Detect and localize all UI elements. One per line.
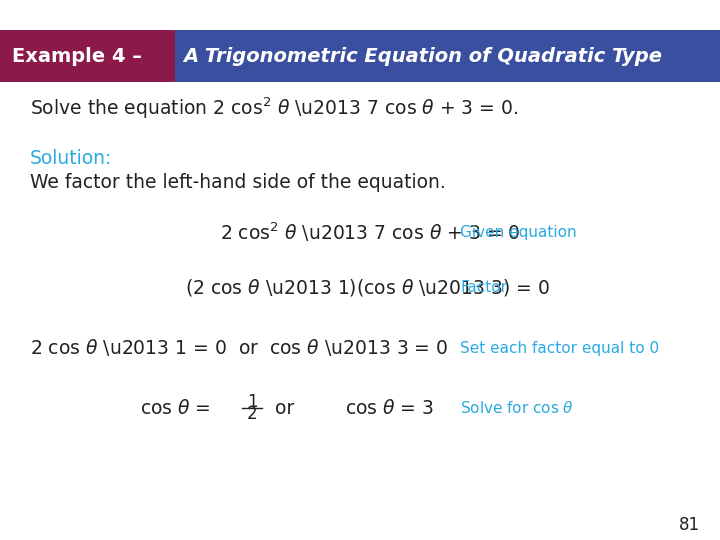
Text: Solve the equation 2 cos$^2$ $\it{\theta}$ \u2013 7 cos $\it{\theta}$ + 3 = 0.: Solve the equation 2 cos$^2$ $\it{\theta… <box>30 95 518 121</box>
Text: We factor the left-hand side of the equation.: We factor the left-hand side of the equa… <box>30 173 446 192</box>
Text: Example 4 –: Example 4 – <box>12 46 148 65</box>
Text: cos $\it{\theta}$ =: cos $\it{\theta}$ = <box>140 399 211 417</box>
Text: (2 cos $\it{\theta}$ \u2013 1)(cos $\it{\theta}$ \u2013 3) = 0: (2 cos $\it{\theta}$ \u2013 1)(cos $\it{… <box>185 278 550 299</box>
Text: Set each factor equal to 0: Set each factor equal to 0 <box>460 341 659 355</box>
Text: Solution:: Solution: <box>30 148 112 167</box>
Text: Solve for cos $\it{\theta}$: Solve for cos $\it{\theta}$ <box>460 400 574 416</box>
Bar <box>0 30 175 82</box>
Text: A Trigonometric Equation of Quadratic Type: A Trigonometric Equation of Quadratic Ty… <box>183 46 662 65</box>
Text: 1: 1 <box>247 393 257 411</box>
Text: or: or <box>275 399 294 417</box>
Text: 2 cos $\it{\theta}$ \u2013 1 = 0  or  cos $\it{\theta}$ \u2013 3 = 0: 2 cos $\it{\theta}$ \u2013 1 = 0 or cos … <box>30 338 449 359</box>
Text: Factor: Factor <box>460 280 507 295</box>
Text: 2 cos$^2$ $\it{\theta}$ \u2013 7 cos $\it{\theta}$ + 3 = 0: 2 cos$^2$ $\it{\theta}$ \u2013 7 cos $\i… <box>220 220 521 244</box>
Text: 2: 2 <box>247 405 257 423</box>
Text: 81: 81 <box>679 516 700 534</box>
Bar <box>175 30 720 82</box>
Text: Given equation: Given equation <box>460 225 577 240</box>
Text: cos $\it{\theta}$ = 3: cos $\it{\theta}$ = 3 <box>345 399 434 417</box>
